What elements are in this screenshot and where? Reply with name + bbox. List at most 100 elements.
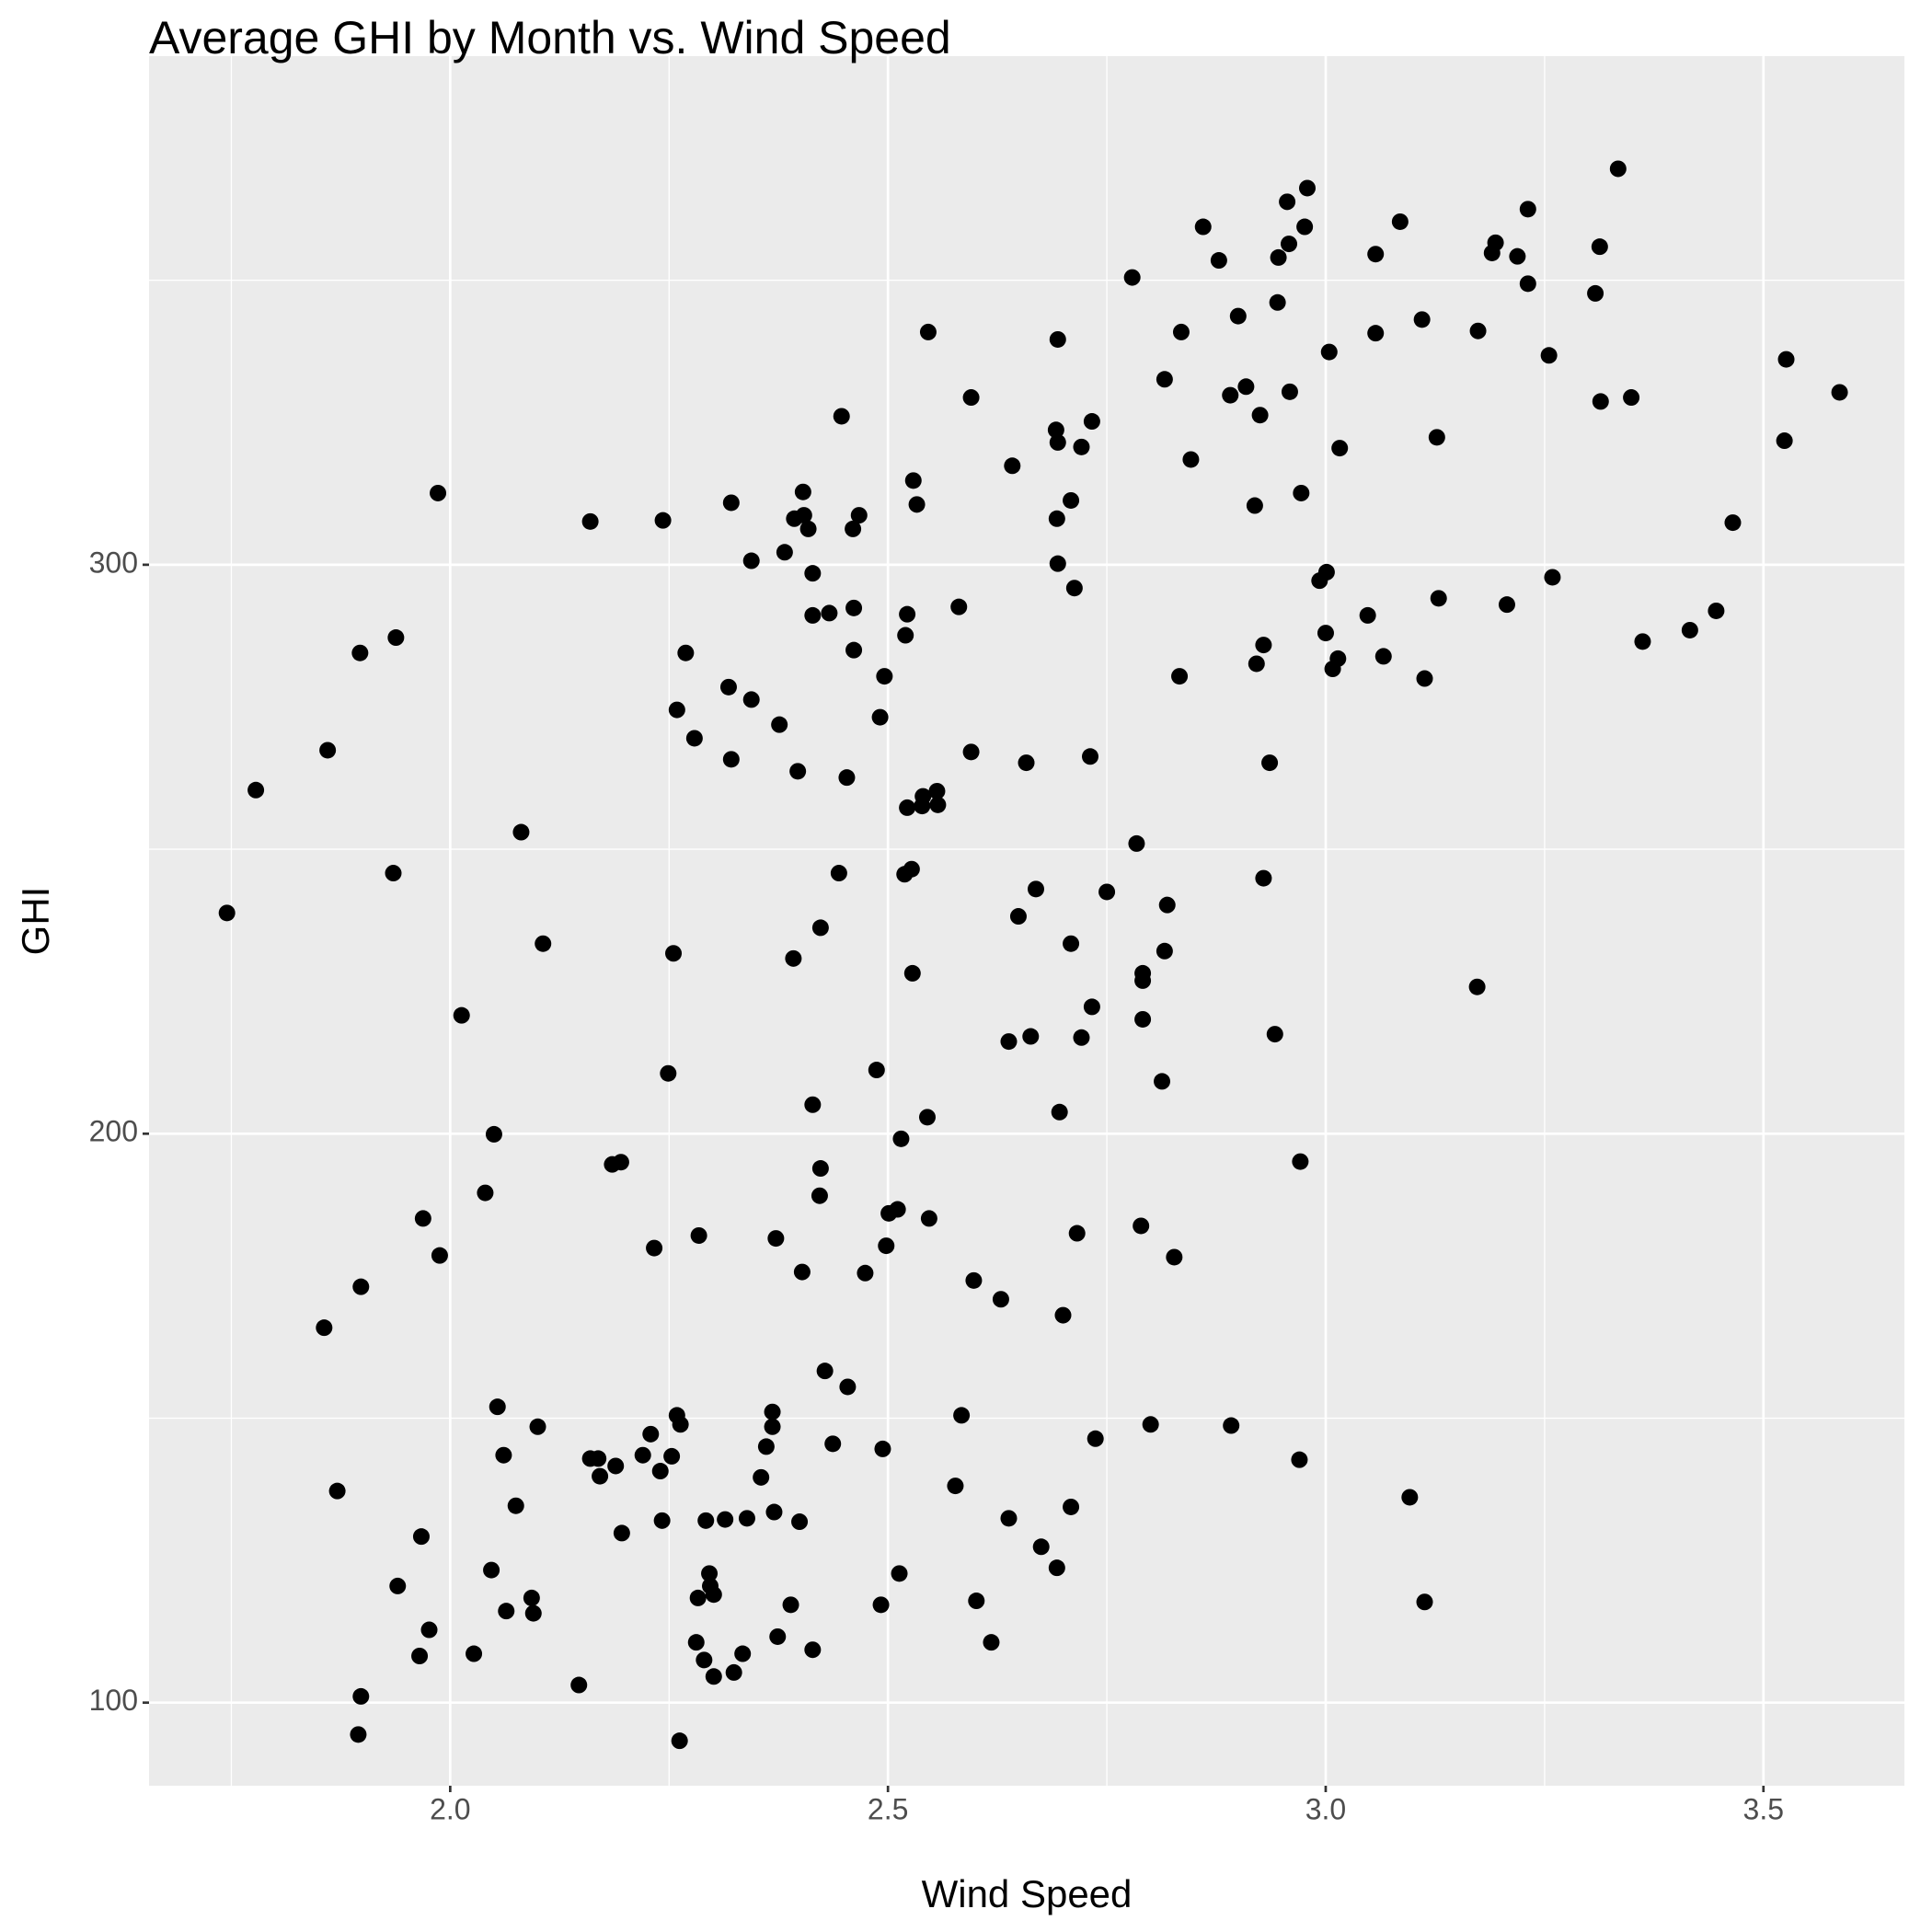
- point: [868, 1062, 885, 1079]
- point: [705, 1586, 722, 1604]
- point: [485, 1125, 502, 1143]
- point: [734, 1645, 752, 1662]
- point: [1777, 351, 1795, 368]
- point: [654, 512, 672, 529]
- point: [1156, 942, 1173, 960]
- point: [1087, 1430, 1104, 1447]
- point: [524, 1604, 542, 1622]
- point: [1540, 347, 1558, 364]
- point: [793, 1263, 811, 1281]
- x-tick-label: 3.5: [1743, 1792, 1784, 1825]
- point: [1291, 1451, 1308, 1468]
- point: [1519, 275, 1536, 293]
- point: [962, 389, 980, 407]
- x-tick-label: 2.0: [430, 1792, 470, 1825]
- point: [1592, 393, 1609, 410]
- point: [850, 507, 868, 524]
- point: [1591, 238, 1608, 256]
- point: [651, 1463, 669, 1480]
- point: [1281, 236, 1298, 253]
- point: [316, 1319, 333, 1337]
- point: [1134, 972, 1152, 989]
- point: [672, 1416, 689, 1433]
- point: [789, 763, 807, 780]
- point: [1255, 637, 1272, 654]
- point: [218, 904, 236, 922]
- y-tick-label: 100: [89, 1684, 138, 1717]
- point: [1083, 998, 1100, 1016]
- point: [1063, 1498, 1080, 1515]
- point: [1083, 413, 1100, 431]
- point: [1416, 670, 1433, 687]
- point: [1374, 648, 1392, 665]
- point: [764, 1418, 781, 1435]
- point: [1018, 754, 1035, 772]
- point: [1359, 606, 1376, 624]
- point: [1269, 293, 1286, 311]
- point: [918, 1109, 936, 1126]
- point: [412, 1528, 430, 1546]
- point: [1022, 1028, 1040, 1045]
- point: [498, 1603, 515, 1620]
- point: [507, 1497, 524, 1514]
- point: [613, 1524, 630, 1542]
- point: [581, 512, 599, 530]
- point: [570, 1676, 588, 1694]
- point: [660, 1064, 677, 1082]
- point: [1229, 307, 1247, 325]
- point: [1776, 432, 1793, 450]
- point: [742, 552, 760, 569]
- point: [876, 668, 893, 685]
- point: [1401, 1489, 1419, 1506]
- point: [1000, 1510, 1018, 1527]
- point: [663, 1447, 681, 1465]
- point: [1047, 421, 1064, 439]
- point: [1724, 514, 1742, 532]
- point: [1123, 269, 1141, 286]
- point: [477, 1184, 494, 1202]
- point: [764, 1403, 781, 1420]
- point: [1158, 896, 1176, 914]
- point: [1048, 510, 1065, 527]
- point: [811, 1160, 829, 1178]
- point: [653, 1512, 671, 1529]
- point: [947, 1478, 964, 1495]
- point: [738, 1510, 755, 1527]
- point: [466, 1645, 483, 1662]
- point: [928, 783, 946, 799]
- point: [1469, 322, 1487, 339]
- point: [1223, 1417, 1240, 1434]
- point: [1246, 497, 1263, 514]
- point: [1073, 438, 1090, 455]
- point: [722, 494, 740, 512]
- point: [1391, 213, 1409, 230]
- point: [1142, 1416, 1159, 1433]
- y-tick-label: 300: [89, 546, 138, 579]
- point: [753, 1468, 770, 1486]
- point: [811, 919, 829, 937]
- point: [1428, 429, 1445, 446]
- point: [1063, 491, 1080, 509]
- point: [483, 1561, 500, 1579]
- point: [1054, 1306, 1072, 1324]
- point: [892, 1130, 910, 1147]
- point: [929, 796, 947, 813]
- point: [968, 1593, 985, 1610]
- point: [1004, 457, 1021, 475]
- point: [1609, 160, 1627, 178]
- point: [1292, 1153, 1309, 1170]
- point: [1519, 201, 1536, 218]
- point: [352, 1278, 370, 1295]
- point: [385, 865, 402, 882]
- point: [319, 742, 337, 759]
- point: [690, 1226, 707, 1244]
- point: [387, 629, 405, 647]
- point: [671, 1732, 688, 1750]
- point: [529, 1418, 546, 1435]
- point: [897, 627, 914, 644]
- point: [677, 644, 695, 661]
- point: [804, 565, 822, 582]
- point: [607, 1457, 625, 1475]
- point: [646, 1239, 663, 1257]
